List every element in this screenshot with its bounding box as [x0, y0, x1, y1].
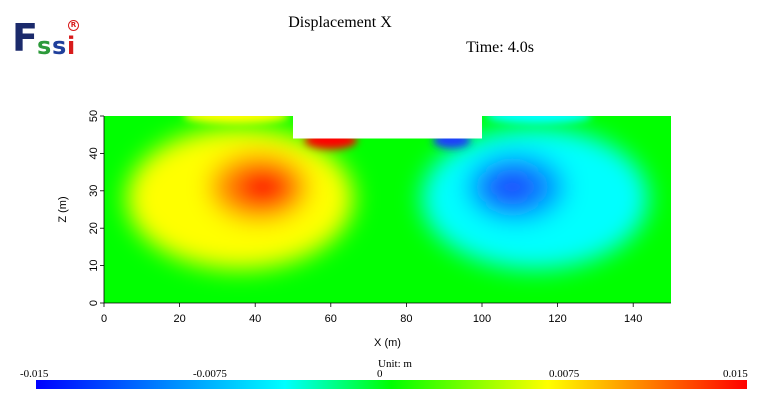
x-tick-label: 120	[548, 313, 566, 325]
z-tick-label: 40	[88, 147, 100, 159]
logo-letter: s	[37, 32, 52, 60]
surface-pocket	[432, 132, 471, 149]
logo-letter: s	[52, 32, 67, 60]
x-tick-label: 100	[473, 313, 491, 325]
time-label: Time: 4.0s	[466, 39, 534, 56]
colorbar-tick: 0.015	[723, 368, 748, 380]
displacement-field	[104, 116, 671, 303]
colorbar-tick: 0	[377, 368, 383, 380]
colorbar-tick: 0.0075	[549, 368, 580, 380]
x-axis-label: X (m)	[374, 337, 401, 349]
unit-label: Unit: m	[378, 358, 412, 370]
z-tick-label: 0	[88, 300, 100, 306]
surface-pocket	[485, 116, 592, 124]
x-tick-label: 80	[400, 313, 412, 325]
fssi-logo: F s s i R	[10, 14, 80, 64]
chart-title: Displacement X	[288, 14, 392, 31]
colorbar	[36, 380, 747, 389]
registered-mark-icon: R	[68, 20, 79, 31]
x-tick-label: 20	[173, 313, 185, 325]
field-blob	[236, 168, 290, 206]
z-axis-label: Z (m)	[57, 196, 69, 222]
z-tick-label: 10	[88, 259, 100, 271]
x-tick-label: 40	[249, 313, 261, 325]
z-tick-label: 20	[88, 222, 100, 234]
z-tick-label: 50	[88, 110, 100, 122]
axes: 0 20 40 60 80 100 120 140 0 10 20 30 40 50 X (m) Z (m)	[57, 110, 671, 349]
x-tick-label: 0	[101, 313, 107, 325]
z-tick-label: 30	[88, 185, 100, 197]
x-tick-label: 60	[325, 313, 337, 325]
colorbar-tick: -0.0075	[193, 368, 227, 380]
field-blob	[485, 168, 539, 206]
logo-letter: F	[12, 16, 38, 60]
colorbar-tick: -0.015	[20, 368, 49, 380]
logo-letter: i	[67, 32, 76, 60]
surface-pocket	[304, 131, 358, 150]
surface-pocket	[183, 116, 290, 124]
x-tick-label: 140	[624, 313, 642, 325]
